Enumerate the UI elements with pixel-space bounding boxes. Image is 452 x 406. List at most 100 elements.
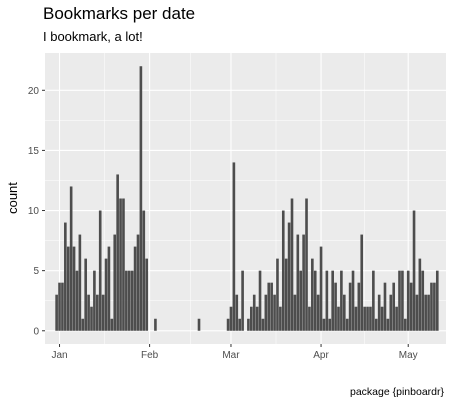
bar	[241, 270, 244, 331]
bar	[380, 306, 384, 331]
x-tick-label: Mar	[222, 350, 240, 361]
bar	[197, 318, 201, 331]
bar	[351, 270, 355, 331]
bar	[104, 258, 108, 331]
bar	[369, 306, 372, 331]
bar	[61, 282, 64, 331]
bar	[90, 306, 93, 331]
chart-subtitle: I bookmark, a lot!	[43, 29, 143, 44]
bar	[235, 294, 239, 331]
bar	[389, 294, 393, 331]
bar	[313, 270, 317, 331]
bar	[331, 270, 334, 331]
bar	[133, 246, 137, 331]
bar	[374, 318, 378, 331]
bar	[284, 258, 288, 331]
x-tick-label: Apr	[313, 350, 329, 361]
bar	[261, 318, 265, 331]
bar	[247, 318, 250, 331]
bar	[427, 294, 430, 331]
bar	[418, 258, 422, 331]
bar	[229, 306, 233, 331]
y-tick-label: 0	[33, 326, 39, 337]
bar	[395, 306, 398, 331]
x-tick-label: Feb	[141, 350, 159, 361]
bars	[55, 66, 439, 331]
bar	[58, 282, 61, 331]
bar	[287, 222, 291, 331]
bar	[293, 294, 297, 331]
bar	[130, 270, 134, 331]
bar	[377, 294, 381, 331]
bar	[139, 66, 143, 331]
bar	[424, 294, 427, 331]
bar	[101, 294, 105, 331]
bar	[357, 282, 361, 331]
bar	[404, 318, 407, 331]
bar	[360, 234, 364, 331]
x-axis: Jan Feb Mar Apr May	[51, 344, 418, 361]
bar	[69, 186, 73, 331]
bar	[98, 210, 102, 331]
bar	[337, 306, 340, 331]
bar	[107, 246, 111, 331]
bar	[340, 270, 343, 331]
y-tick-label: 20	[28, 86, 40, 97]
bar	[433, 282, 436, 331]
bar	[81, 318, 85, 331]
bar	[273, 294, 276, 331]
bar	[84, 258, 87, 331]
bar	[267, 282, 271, 331]
bar	[127, 270, 131, 331]
bar	[119, 198, 122, 331]
bar	[136, 234, 140, 331]
bar	[122, 198, 125, 331]
bar	[250, 306, 253, 331]
bar	[322, 318, 326, 331]
grid-lines	[45, 53, 446, 344]
bar	[406, 270, 410, 331]
bar	[142, 210, 146, 331]
bar	[354, 306, 358, 331]
bar	[430, 282, 433, 331]
y-tick-label: 10	[28, 206, 40, 217]
bar	[334, 282, 337, 331]
bar	[296, 234, 300, 331]
bar	[421, 270, 425, 331]
bar	[363, 306, 366, 331]
bar	[409, 282, 413, 331]
x-tick-label: Jan	[51, 350, 67, 361]
bar	[401, 270, 404, 331]
bar	[276, 258, 279, 331]
bar	[264, 294, 268, 331]
bar	[290, 198, 294, 331]
bar	[372, 270, 375, 331]
bar	[270, 282, 273, 331]
bar	[392, 282, 396, 331]
bar	[72, 246, 76, 331]
bar	[281, 210, 285, 331]
bar	[302, 234, 305, 331]
bar	[348, 282, 352, 331]
bar	[232, 162, 236, 331]
bar	[116, 174, 119, 331]
bar	[78, 234, 82, 331]
bar	[75, 270, 79, 331]
bar	[342, 294, 346, 331]
bar	[145, 258, 149, 331]
bar	[113, 234, 117, 331]
bar	[226, 318, 230, 331]
bar	[238, 318, 241, 331]
bar	[279, 306, 282, 331]
bar	[255, 306, 259, 331]
chart-caption: package {pinboardr}	[350, 386, 444, 398]
bar	[87, 294, 90, 331]
bar	[412, 210, 416, 331]
bar	[64, 222, 67, 331]
y-tick-label: 5	[33, 266, 39, 277]
bar	[383, 282, 387, 331]
bar	[435, 270, 439, 331]
bar	[66, 246, 70, 331]
bar	[319, 246, 323, 331]
